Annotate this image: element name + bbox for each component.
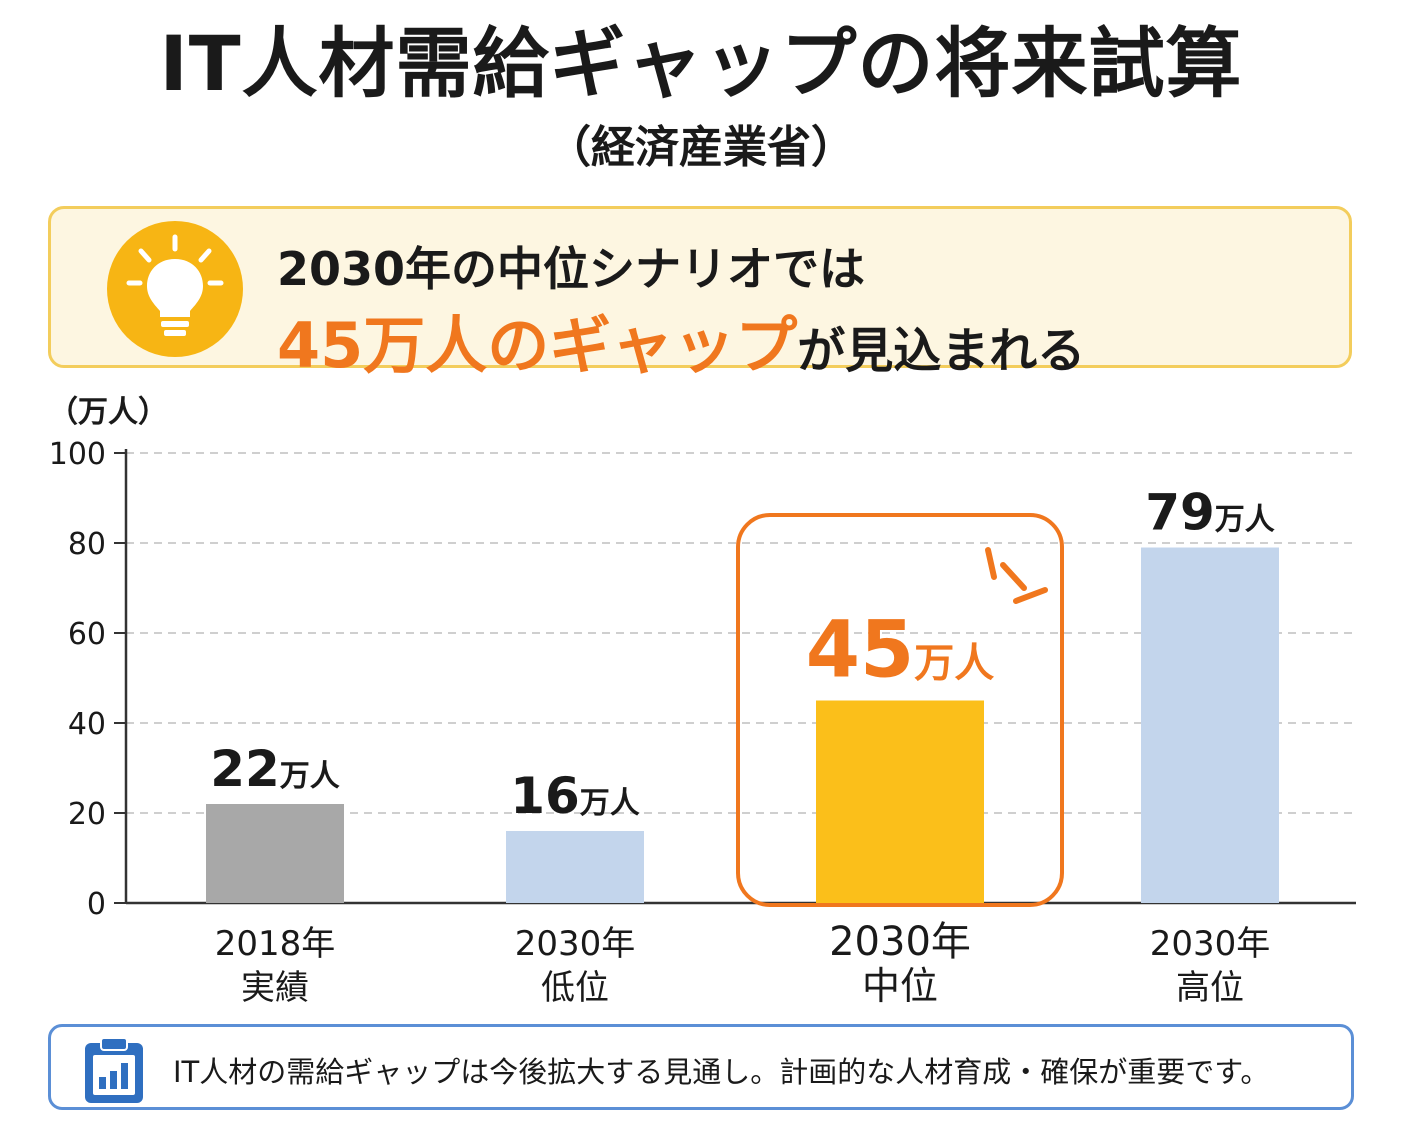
bar xyxy=(1141,547,1279,903)
clipboard-chart-icon xyxy=(79,1035,149,1109)
x-category-year: 2030年 xyxy=(829,919,971,965)
x-category-label: 高位 xyxy=(1176,968,1244,1008)
bar-value-unit: 万人 xyxy=(1215,503,1275,538)
x-category-year: 2030年 xyxy=(1150,924,1271,964)
x-category-year: 2018年 xyxy=(215,924,336,964)
bar-value-number: 79 xyxy=(1145,484,1215,542)
bar xyxy=(506,831,644,903)
y-tick-label: 60 xyxy=(68,617,106,652)
lightbulb-icon xyxy=(107,221,243,357)
bar-value-label: 45万人 xyxy=(806,606,995,696)
x-category-label: 低位 xyxy=(541,968,609,1008)
bar-value-unit: 万人 xyxy=(580,786,640,821)
callout-highlight: 45万人のギャップ xyxy=(277,309,798,382)
bar-value-number: 22 xyxy=(210,740,280,798)
y-tick-label: 80 xyxy=(68,527,106,562)
sparkle-mark xyxy=(1013,587,1048,604)
bar-chart: （万人）02040608010022万人2018年実績16万人2030年低位45… xyxy=(48,395,1356,1008)
sparkle-mark xyxy=(985,547,997,580)
bar-value-number: 16 xyxy=(510,767,580,825)
bar xyxy=(206,804,344,903)
sparkle-mark xyxy=(1000,562,1027,591)
footer-note-text: IT人材の需給ギャップは今後拡大する見通し。計画的な人材育成・確保が重要です。 xyxy=(173,1055,1270,1089)
bar-value-unit: 万人 xyxy=(280,759,340,794)
y-axis-unit-label: （万人） xyxy=(48,395,168,430)
bars xyxy=(206,513,1279,907)
y-tick-label: 40 xyxy=(68,707,106,742)
x-category-label: 中位 xyxy=(862,964,938,1008)
y-tick-label: 0 xyxy=(87,887,106,922)
highlight-frame xyxy=(736,513,1064,907)
x-category-label: 実績 xyxy=(241,968,309,1008)
x-category-year: 2030年 xyxy=(515,924,636,964)
y-tick-label: 100 xyxy=(49,437,106,472)
key-finding-callout: 2030年の中位シナリオでは 45万人のギャップが見込まれる xyxy=(48,206,1352,382)
callout-tail: が見込まれる xyxy=(797,323,1086,379)
bar-value-label: 79万人 xyxy=(1145,484,1275,542)
bar-value-number: 45 xyxy=(806,606,915,696)
bar xyxy=(816,700,984,903)
bar-value-label: 16万人 xyxy=(510,767,640,825)
callout-line-2: 45万人のギャップが見込まれる xyxy=(277,295,1085,385)
page-title: IT人材需給ギャップの将来試算 xyxy=(159,19,1243,108)
y-tick-label: 20 xyxy=(68,797,106,832)
page-subtitle: （経済産業省） xyxy=(547,122,855,173)
labels: （万人）02040608010022万人2018年実績16万人2030年低位45… xyxy=(48,395,1275,1008)
callout-line-1: 2030年の中位シナリオでは xyxy=(277,242,866,296)
footer-note: IT人材の需給ギャップは今後拡大する見通し。計画的な人材育成・確保が重要です。 xyxy=(48,1024,1354,1110)
bar-value-unit: 万人 xyxy=(914,641,994,687)
bar-value-label: 22万人 xyxy=(210,740,340,798)
